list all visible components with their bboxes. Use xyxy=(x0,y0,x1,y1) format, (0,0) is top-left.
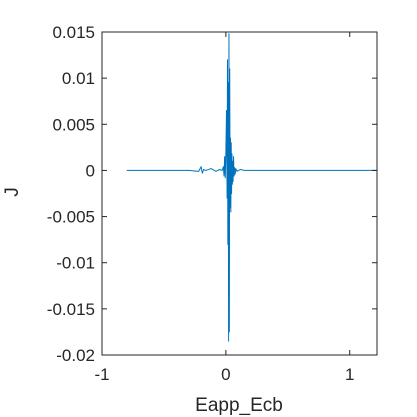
y-tick-label: -0.005 xyxy=(47,208,95,227)
y-tick-label: 0.005 xyxy=(52,115,95,134)
y-tick-label: 0.01 xyxy=(62,69,95,88)
y-tick-label: -0.015 xyxy=(47,300,95,319)
y-axis-label: J xyxy=(2,187,23,197)
x-axis-label: Eapp_Ecb xyxy=(195,395,283,416)
x-tick-label: -1 xyxy=(94,365,109,384)
y-tick-label: -0.02 xyxy=(56,346,95,365)
series-layer xyxy=(126,33,377,342)
series-line-0 xyxy=(126,33,377,342)
y-tick-label: 0.015 xyxy=(52,23,95,42)
plot-area xyxy=(101,31,378,356)
ticks-layer: -1 0 1 -0.02 -0.015 -0.01 -0.005 0 0.005 0.01 0.01… xyxy=(47,23,377,384)
y-tick-label: -0.01 xyxy=(56,254,95,273)
y-tick-label: 0 xyxy=(86,161,95,180)
x-tick-label: 1 xyxy=(345,365,354,384)
x-tick-label: 0 xyxy=(221,365,230,384)
axes-box xyxy=(101,31,378,356)
